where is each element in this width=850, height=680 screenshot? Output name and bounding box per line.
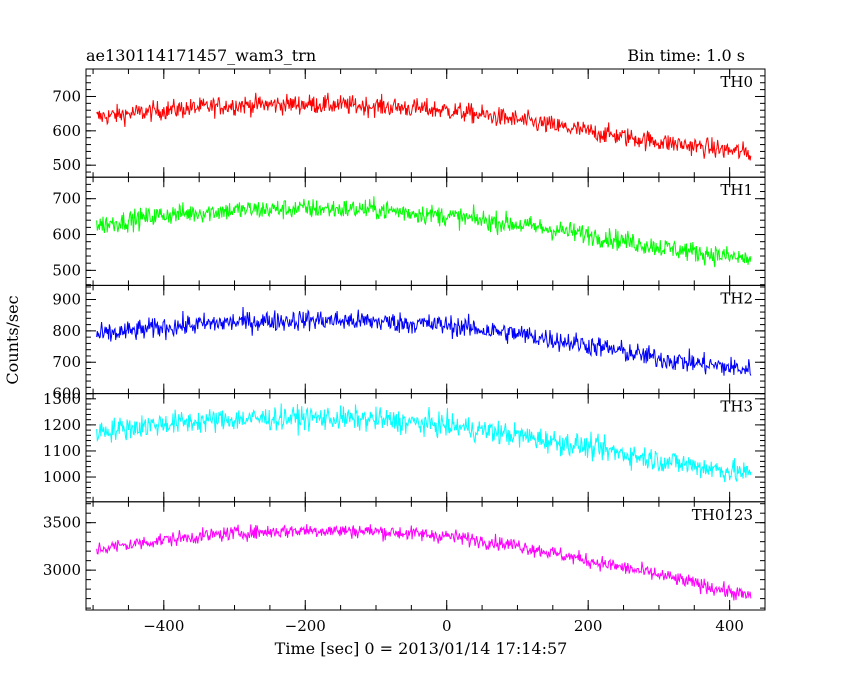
y-tick-label: 3500: [43, 514, 81, 532]
y-tick-label: 600: [52, 122, 81, 140]
series-line-th0: [96, 92, 752, 161]
panels: 500 600 700 TH0 500 600 700 TH1 600 700 800 900 TH2 1…: [43, 68, 766, 611]
y-tick-label: 700: [52, 190, 81, 208]
x-axis-label: Time [sec] 0 = 2013/01/14 17:14:57: [275, 639, 568, 658]
series-line-th2: [96, 307, 752, 376]
bin-time-label: Bin time: 1.0 s: [627, 46, 745, 65]
y-tick-label: 500: [52, 156, 81, 174]
x-tick-label: −400: [143, 617, 184, 635]
y-tick-label: 900: [52, 291, 81, 309]
panel-frame: [85, 176, 766, 286]
panel-frame: [85, 501, 766, 611]
y-tick-label: 3000: [43, 561, 81, 579]
panel-frame: [85, 393, 766, 503]
panel-label: TH1: [720, 181, 753, 199]
x-axis: −400 −200 0 200 400: [143, 617, 744, 635]
y-tick-label: 1100: [43, 442, 81, 460]
x-tick-label: 0: [442, 617, 452, 635]
y-tick-label: 1300: [43, 390, 81, 408]
y-tick-label: 700: [52, 353, 81, 371]
x-tick-label: −200: [285, 617, 326, 635]
panel-label: TH0123: [692, 506, 753, 524]
series-line-th3: [96, 403, 752, 483]
y-tick-label: 1200: [43, 416, 81, 434]
y-tick-label: 700: [52, 87, 81, 105]
y-tick-label: 1000: [43, 468, 81, 486]
series-line-th1: [96, 196, 752, 268]
panel-frame: [85, 68, 766, 178]
series-line-th0123: [96, 524, 752, 601]
y-tick-label: 500: [52, 261, 81, 279]
panel-label: TH0: [720, 73, 753, 91]
plot-title: ae130114171457_wam3_trn: [86, 46, 316, 65]
panel-th0: 500 600 700 TH0: [52, 68, 766, 178]
x-tick-label: 400: [715, 617, 744, 635]
panel-th0123: 3000 3500 TH0123: [43, 501, 766, 611]
x-tick-label: 200: [574, 617, 603, 635]
y-axis-label: Counts/sec: [3, 295, 22, 384]
y-tick-label: 800: [52, 322, 81, 340]
y-tick-label: 600: [52, 226, 81, 244]
panel-label: TH3: [720, 398, 753, 416]
panel-th3: 1000 1100 1200 1300 TH3: [43, 390, 766, 503]
y-tick-label: 600: [52, 385, 81, 403]
panel-th2: 600 700 800 900 TH2: [52, 284, 766, 403]
panel-label: TH2: [720, 289, 753, 307]
panel-frame: [85, 284, 766, 395]
panel-th1: 500 600 700 TH1: [52, 176, 766, 286]
